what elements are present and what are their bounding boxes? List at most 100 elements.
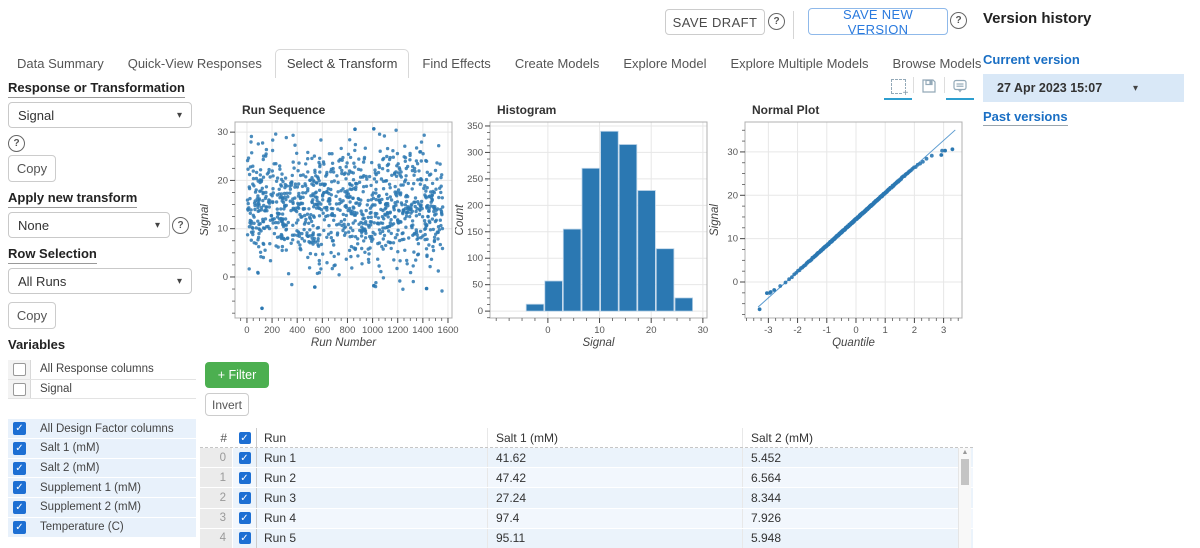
checkbox[interactable]: ✓ — [238, 451, 251, 464]
svg-text:300: 300 — [467, 147, 483, 158]
checkbox[interactable]: ✓ — [238, 512, 251, 525]
annotate-icon[interactable] — [945, 74, 975, 100]
response-select-value: Signal — [18, 107, 55, 123]
svg-text:1600: 1600 — [437, 325, 458, 336]
svg-text:250: 250 — [467, 174, 483, 185]
save-new-version-button[interactable]: SAVE NEW VERSION — [808, 7, 948, 37]
variable-row-supplement-2-mm[interactable]: ✓ Supplement 2 (mM) — [8, 498, 196, 518]
variables-list: All Response columns Signal ✓ All Design Fa… — [8, 360, 196, 538]
checkbox[interactable]: ✓ — [13, 500, 26, 514]
svg-text:10: 10 — [727, 234, 738, 245]
variable-row-all-response-columns[interactable]: All Response columns — [8, 360, 196, 380]
tab-browse-models[interactable]: Browse Models — [892, 56, 982, 71]
svg-text:-3: -3 — [764, 325, 772, 336]
variable-row-all-design-factor-columns[interactable]: ✓ All Design Factor columns — [8, 419, 196, 440]
tab-explore-multiple-models[interactable]: Explore Multiple Models — [730, 56, 869, 71]
save-image-icon[interactable] — [914, 74, 944, 98]
transform-select-value: None — [18, 217, 50, 233]
svg-text:0: 0 — [853, 325, 858, 336]
copy-response-button[interactable]: Copy — [8, 155, 56, 182]
past-versions-link[interactable]: Past versions — [983, 109, 1068, 126]
current-version-label: Current version — [983, 52, 1080, 67]
select-region-icon[interactable]: + — [883, 74, 913, 100]
table-row-run-3[interactable]: 2 ✓ Run 3 27.24 8.344 — [200, 488, 973, 509]
variable-row-salt-1-mm[interactable]: ✓ Salt 1 (mM) — [8, 439, 196, 459]
tab-create-models[interactable]: Create Models — [514, 56, 600, 71]
svg-text:Run Sequence: Run Sequence — [242, 103, 326, 117]
row-checkbox-cell: ✓ — [233, 508, 257, 528]
chevron-down-icon: ▾ — [176, 275, 182, 287]
variable-row-temperature-c[interactable]: ✓ Temperature (C) — [8, 517, 196, 538]
checkbox[interactable]: ✓ — [13, 481, 26, 495]
table-row-run-1[interactable]: 0 ✓ Run 1 41.62 5.452 — [200, 448, 973, 469]
tab-find-effects[interactable]: Find Effects — [422, 56, 491, 71]
col-header-salt2[interactable]: Salt 2 (mM) — [751, 430, 814, 445]
row-selection-select[interactable]: All Runs ▾ — [8, 268, 192, 294]
invert-button[interactable]: Invert — [205, 393, 249, 416]
checkbox[interactable]: ✓ — [13, 441, 26, 455]
svg-text:30: 30 — [217, 127, 228, 138]
cell-salt2: 5.452 — [751, 450, 782, 465]
checkbox-cell: ✓ — [8, 419, 31, 438]
response-heading: Response or Transformation — [8, 80, 185, 98]
checkbox[interactable]: ✓ — [13, 520, 26, 534]
checkbox[interactable]: ✓ — [13, 422, 26, 436]
svg-text:20: 20 — [727, 190, 738, 201]
help-icon[interactable]: ? — [172, 217, 189, 234]
checkbox[interactable]: ✓ — [238, 532, 251, 545]
current-version-value: 27 Apr 2023 15:07 — [997, 81, 1103, 95]
row-index: 3 — [200, 508, 233, 528]
tab-quick-view-responses[interactable]: Quick-View Responses — [127, 56, 262, 71]
checkbox-cell: ✓ — [8, 518, 31, 537]
save-draft-button[interactable]: SAVE DRAFT — [665, 9, 765, 35]
response-select[interactable]: Signal ▾ — [8, 102, 192, 128]
table-scrollbar[interactable]: ▲ — [958, 448, 971, 548]
svg-text:-1: -1 — [823, 325, 831, 336]
transform-select[interactable]: None ▾ — [8, 212, 170, 238]
run-sequence-chart[interactable]: 0 200 400 600 800 1000 1200 1400 1600 0 10 20 30 Run … — [200, 100, 460, 355]
svg-text:0: 0 — [223, 272, 228, 283]
variable-row-salt-2-mm[interactable]: ✓ Salt 2 (mM) — [8, 458, 196, 479]
help-icon[interactable]: ? — [950, 12, 967, 29]
help-icon[interactable]: ? — [768, 13, 785, 30]
help-icon[interactable]: ? — [8, 135, 25, 152]
table-row-run-4[interactable]: 3 ✓ Run 4 97.4 7.926 — [200, 508, 973, 529]
variable-label: All Design Factor columns — [40, 422, 174, 435]
tab-explore-model[interactable]: Explore Model — [623, 56, 707, 71]
svg-text:150: 150 — [467, 227, 483, 238]
cell-run: Run 5 — [257, 528, 488, 548]
checkbox[interactable]: ✓ — [238, 471, 251, 484]
checkbox[interactable]: ✓ — [13, 461, 26, 475]
scroll-up-icon[interactable]: ▲ — [961, 449, 969, 456]
histogram-chart[interactable]: 0 10 20 30050100150200250300350HistogramSig… — [455, 100, 715, 355]
row-index: 2 — [200, 488, 233, 508]
chevron-down-icon: ▾ — [1133, 82, 1139, 94]
scrollbar-thumb[interactable] — [961, 459, 969, 485]
chevron-down-icon: ▾ — [176, 109, 182, 121]
table-row-run-5[interactable]: 4 ✓ Run 5 95.11 5.948 — [200, 528, 973, 548]
checkbox[interactable] — [13, 382, 26, 396]
copy-rows-button[interactable]: Copy — [8, 302, 56, 329]
add-filter-button[interactable]: + Filter — [205, 362, 269, 388]
variable-label: Salt 2 (mM) — [40, 462, 100, 475]
row-selection-select-value: All Runs — [18, 273, 67, 289]
cell-run: Run 2 — [257, 468, 488, 488]
tab-bar: Data Summary Quick-View Responses Select &… — [6, 49, 992, 78]
table-row-run-2[interactable]: 1 ✓ Run 2 47.42 6.564 — [200, 468, 973, 489]
col-header-salt1[interactable]: Salt 1 (mM) — [488, 428, 743, 447]
checkbox[interactable]: ✓ — [238, 431, 251, 444]
checkbox[interactable] — [13, 362, 26, 376]
tab-data-summary[interactable]: Data Summary — [17, 56, 104, 71]
checkbox-cell: ✓ — [8, 478, 31, 497]
svg-text:Signal: Signal — [709, 204, 721, 236]
row-checkbox-cell: ✓ — [233, 488, 257, 508]
svg-text:10: 10 — [594, 325, 605, 336]
tab-select-transform[interactable]: Select & Transform — [274, 49, 410, 78]
current-version-select[interactable]: 27 Apr 2023 15:07 ▾ — [983, 74, 1184, 102]
chevron-down-icon: ▾ — [154, 219, 160, 231]
variable-row-supplement-1-mm[interactable]: ✓ Supplement 1 (mM) — [8, 478, 196, 499]
checkbox[interactable]: ✓ — [238, 491, 251, 504]
col-header-run[interactable]: Run — [257, 428, 488, 447]
variable-row-signal[interactable]: Signal — [8, 379, 196, 400]
